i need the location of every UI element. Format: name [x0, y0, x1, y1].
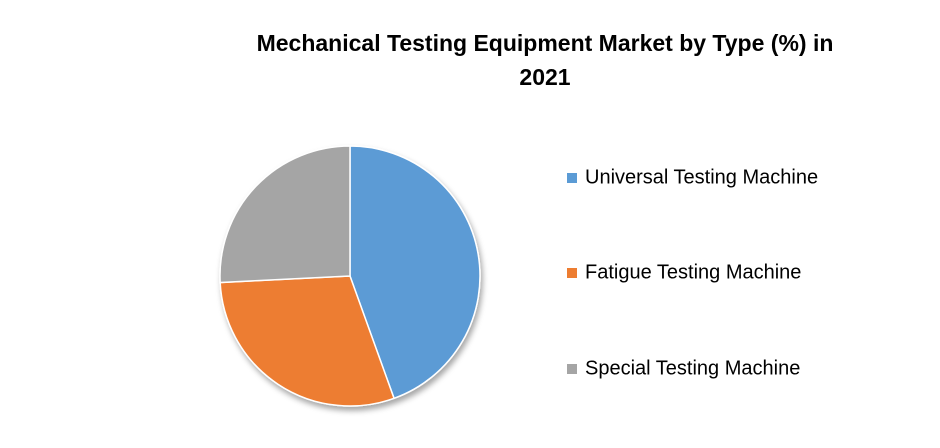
- pie-slice: [219, 275, 395, 407]
- legend-label: Fatigue Testing Machine: [585, 261, 801, 283]
- legend-swatch: [567, 268, 577, 278]
- pie: [219, 145, 481, 407]
- legend-label: Special Testing Machine: [585, 357, 800, 379]
- pie-slice: [349, 145, 481, 400]
- legend-swatch: [567, 364, 577, 374]
- chart-title: Mechanical Testing Equipment Market by T…: [256, 30, 834, 90]
- legend-swatch: [567, 173, 577, 183]
- pie-slice: [219, 145, 351, 284]
- legend-label: Universal Testing Machine: [585, 166, 818, 188]
- legend: Universal Testing Machine Fatigue Testing…: [567, 166, 818, 379]
